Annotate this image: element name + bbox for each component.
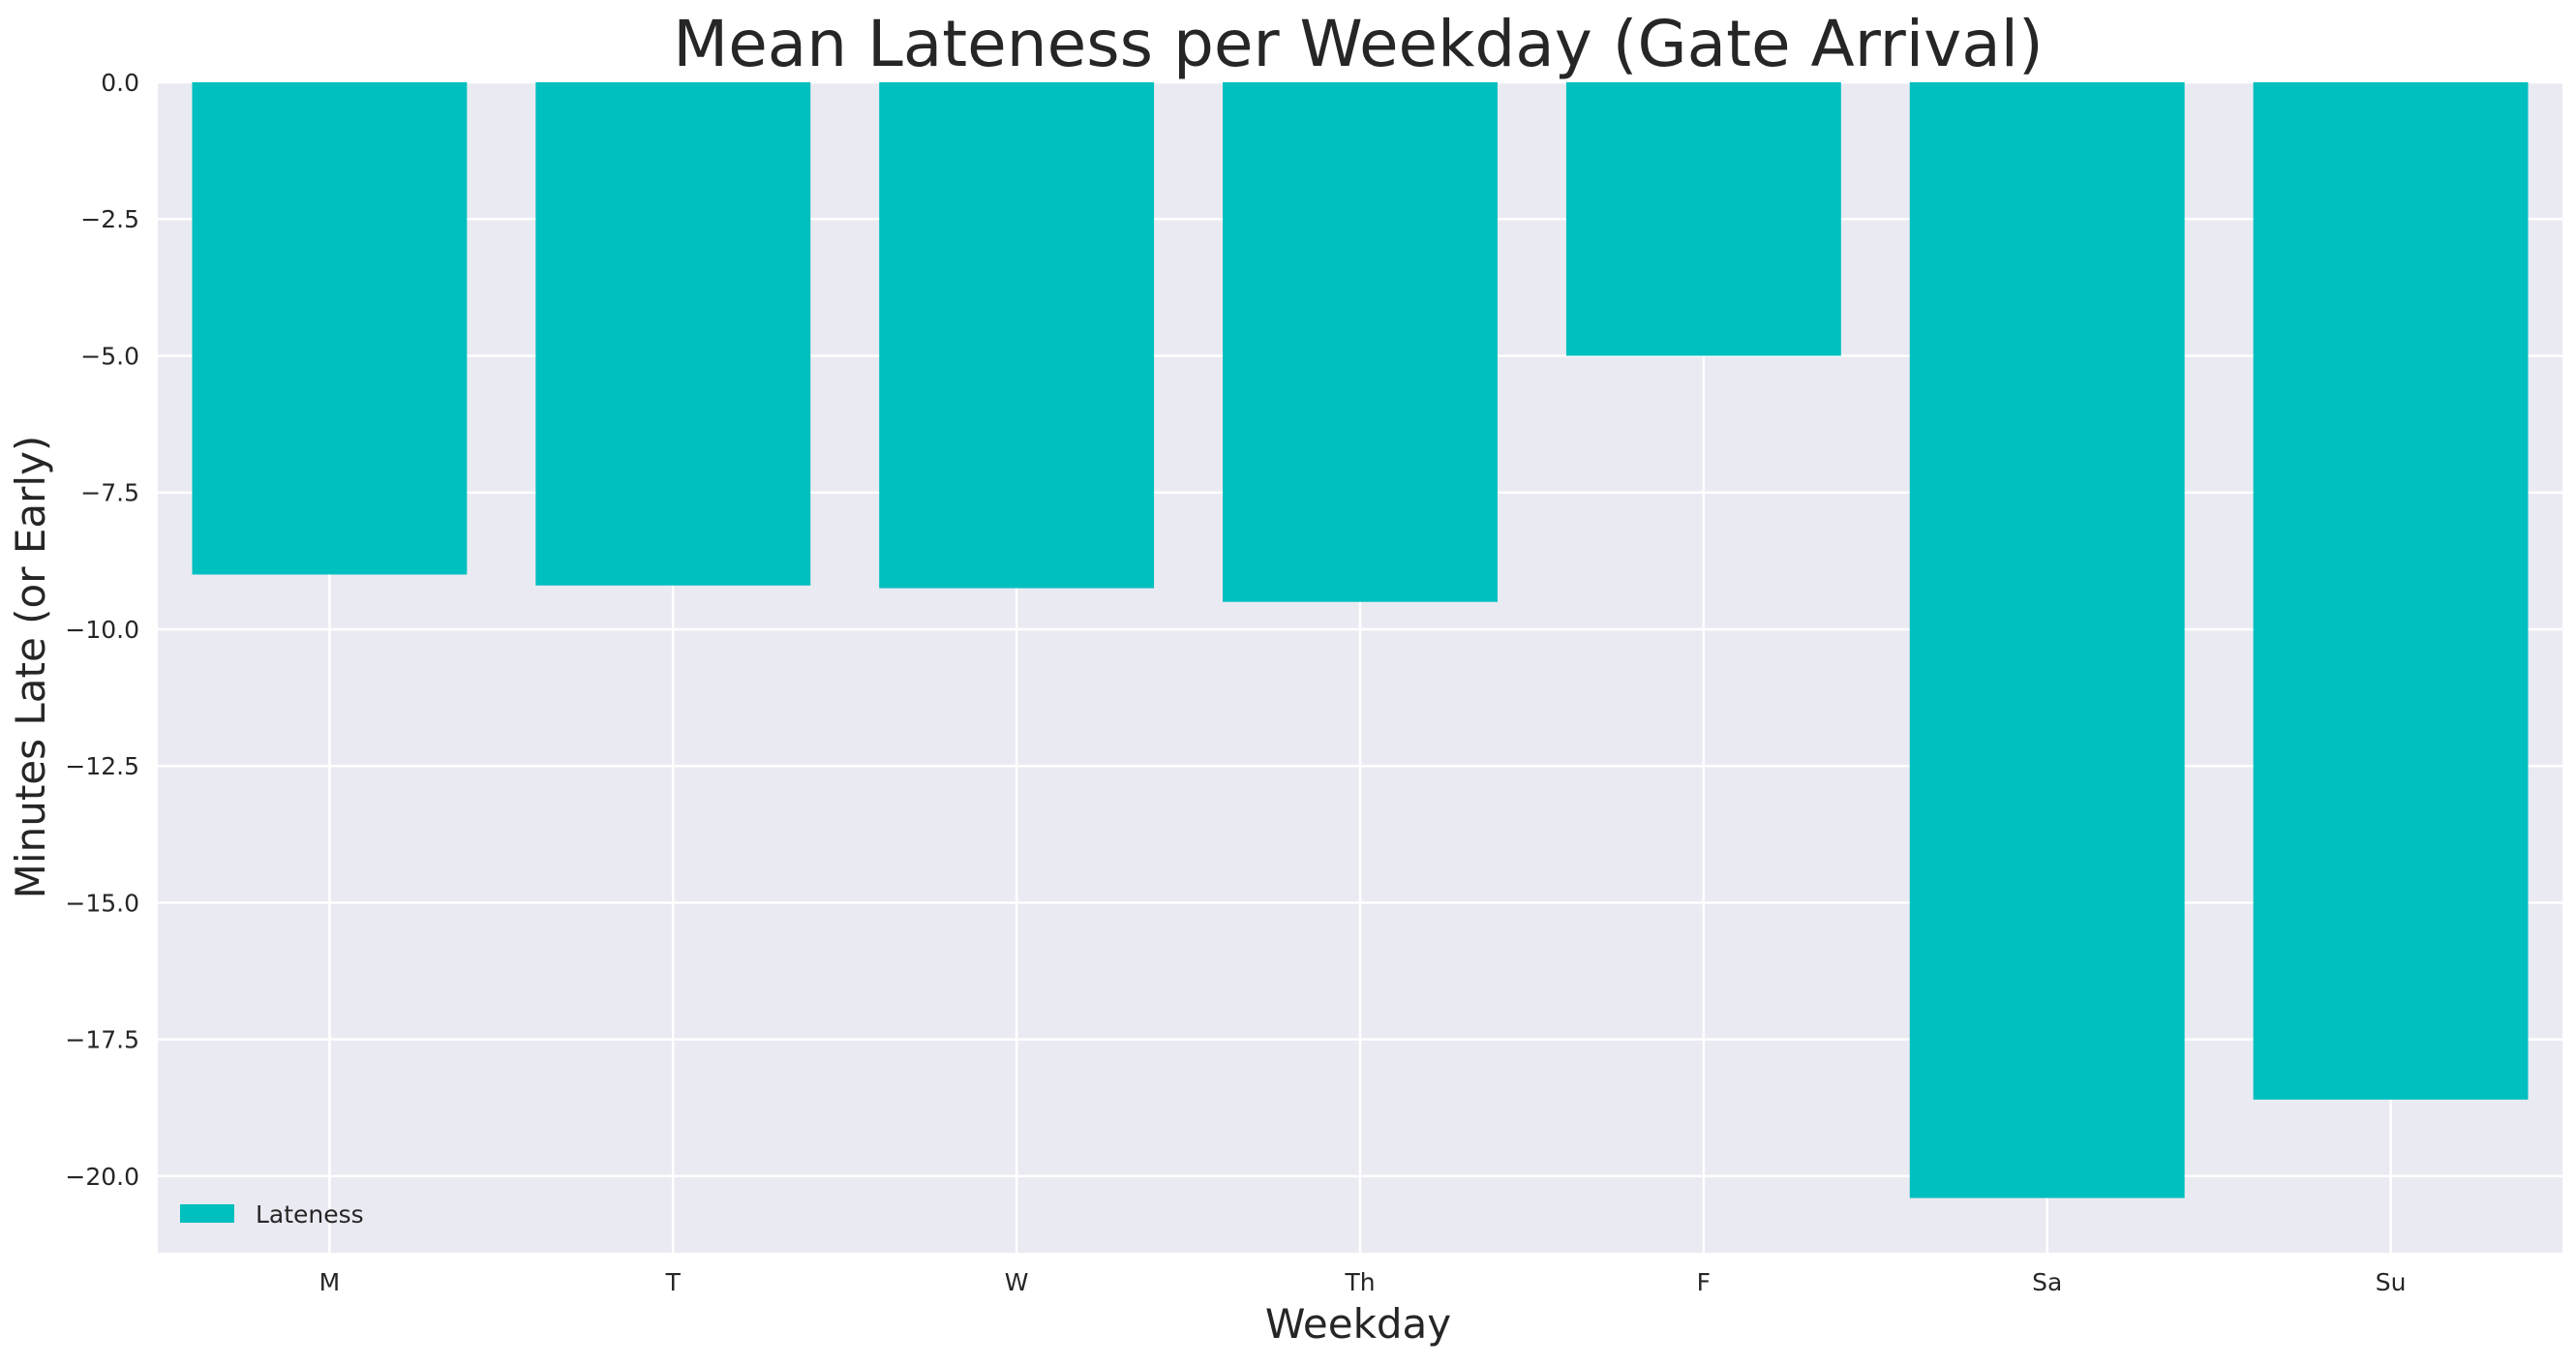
y-tick-label: −10.0: [65, 616, 139, 644]
bar-f: [1565, 82, 1841, 356]
y-tick-label: −2.5: [80, 205, 139, 233]
x-tick-label: Su: [2376, 1268, 2407, 1296]
y-tick-label: −12.5: [65, 752, 139, 780]
y-axis-ticks: 0.0 −2.5 −5.0 −7.5 −10.0 −12.5 −15.0 −17.5 −20.0: [65, 69, 139, 1191]
bar-m: [192, 82, 468, 575]
x-tick-label: Th: [1344, 1268, 1375, 1296]
bar-su: [2253, 82, 2529, 1100]
y-tick-label: −20.0: [65, 1163, 139, 1191]
x-tick-label: W: [1005, 1268, 1029, 1296]
x-tick-label: M: [319, 1268, 341, 1296]
x-tick-label: Sa: [2032, 1268, 2062, 1296]
x-axis-label: Weekday: [1265, 1300, 1451, 1348]
y-axis-label: Minutes Late (or Early): [7, 436, 54, 899]
y-tick-label: −7.5: [80, 479, 139, 507]
bar-sa: [1909, 82, 2185, 1199]
legend: Lateness: [180, 1200, 364, 1229]
y-tick-label: −5.0: [80, 342, 139, 370]
legend-label: Lateness: [256, 1200, 364, 1229]
y-tick-label: −17.5: [65, 1026, 139, 1054]
x-axis-ticks: M T W Th F Sa Su: [319, 1268, 2407, 1296]
y-tick-label: −15.0: [65, 889, 139, 917]
x-tick-label: F: [1697, 1268, 1711, 1296]
x-tick-label: T: [665, 1268, 682, 1296]
chart-title: Mean Lateness per Weekday (Gate Arrival): [673, 7, 2044, 81]
bar-t: [535, 82, 811, 586]
y-tick-label: 0.0: [101, 69, 139, 97]
bar-th: [1223, 82, 1498, 602]
legend-swatch: [180, 1204, 234, 1223]
bars: [192, 82, 2529, 1199]
bar-w: [879, 82, 1155, 589]
